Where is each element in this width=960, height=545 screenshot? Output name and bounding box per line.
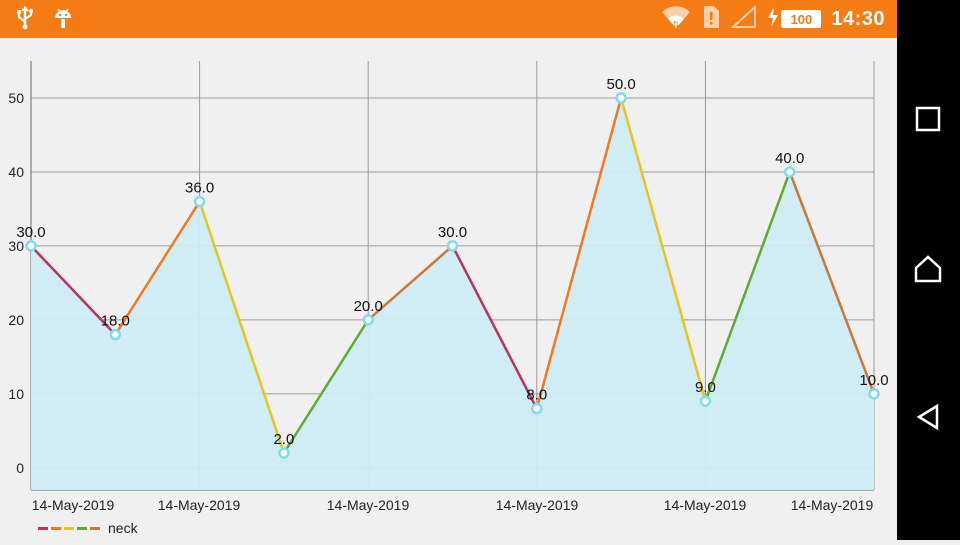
- data-label: 20.0: [354, 298, 383, 315]
- svg-text:⇅: ⇅: [673, 20, 680, 29]
- data-point: [193, 195, 206, 208]
- legend-swatch-segment: [51, 526, 61, 530]
- series-line-segment: [198, 201, 286, 454]
- battery-indicator: 100: [767, 6, 822, 32]
- data-label: 50.0: [606, 76, 635, 93]
- data-point: [109, 328, 122, 341]
- home-icon: [913, 254, 943, 289]
- x-tick-label: 14-May-2019: [158, 497, 241, 513]
- chart-svg: 0 10 20 30 40 50 14-May-2019 14-May-2019 14-May-…: [8, 61, 889, 513]
- legend-swatch-segment: [77, 526, 87, 530]
- legend-swatch: [38, 526, 100, 530]
- data-point: [783, 166, 796, 178]
- y-tick-label: 30: [8, 238, 24, 254]
- x-tick-label: 14-May-2019: [496, 497, 579, 513]
- data-point: [699, 395, 712, 407]
- clock: 14:30: [831, 7, 885, 30]
- series-line-segment: [704, 171, 791, 402]
- x-tick-label: 14-May-2019: [664, 497, 747, 513]
- back-button[interactable]: [911, 402, 945, 436]
- series-line-segment: [367, 244, 454, 321]
- back-icon: [915, 403, 941, 436]
- data-label: 30.0: [16, 224, 45, 241]
- data-point: [446, 240, 459, 252]
- series-line-segment: [619, 97, 707, 402]
- sim-alert-icon: [701, 4, 721, 35]
- home-button[interactable]: [911, 254, 945, 288]
- status-bar: ⇅ 100 14:30: [0, 0, 897, 38]
- data-label: 18.0: [101, 313, 130, 330]
- wifi-icon: ⇅: [661, 4, 691, 35]
- y-tick-label: 40: [8, 164, 24, 180]
- x-tick-label: 14-May-2019: [327, 497, 410, 513]
- recents-button[interactable]: [911, 104, 945, 138]
- data-point: [868, 388, 880, 400]
- legend-swatch-segment: [38, 526, 48, 530]
- legend-label: neck: [108, 520, 138, 536]
- charging-icon: [767, 6, 779, 32]
- x-tick-label: 14-May-2019: [32, 497, 115, 513]
- data-point: [615, 92, 627, 104]
- series-line-segment: [788, 171, 876, 395]
- chart-legend: neck: [38, 520, 138, 536]
- data-label: 2.0: [273, 431, 294, 448]
- data-label: 40.0: [775, 150, 804, 167]
- data-point: [531, 402, 543, 415]
- data-label: 10.0: [859, 372, 888, 389]
- line-chart[interactable]: 0 10 20 30 40 50 14-May-2019 14-May-2019 14-May-…: [0, 38, 897, 540]
- navigation-bar: [897, 0, 960, 540]
- data-point: [278, 447, 290, 459]
- data-point: [362, 314, 374, 326]
- data-point: [25, 240, 37, 252]
- y-tick-label: 0: [16, 460, 24, 476]
- y-tick-label: 50: [8, 90, 24, 106]
- series-line-segment: [451, 245, 538, 410]
- series-line-segment: [535, 97, 623, 409]
- data-label: 36.0: [185, 180, 214, 197]
- legend-swatch-segment: [90, 526, 100, 530]
- data-label: 30.0: [438, 224, 467, 241]
- area-fill: [31, 97, 874, 490]
- recents-icon: [915, 106, 941, 137]
- series-line-segment: [114, 200, 201, 336]
- y-tick-label: 10: [8, 386, 24, 402]
- legend-swatch-segment: [64, 526, 74, 530]
- x-tick-label: 14-May-2019: [791, 497, 874, 513]
- y-tick-label: 20: [8, 312, 24, 328]
- data-label: 8.0: [526, 387, 547, 404]
- series-line-segment: [282, 319, 370, 454]
- battery-level: 100: [781, 10, 822, 28]
- usb-icon: [14, 6, 36, 35]
- android-debug-icon: [52, 6, 74, 35]
- series-line-segment: [30, 245, 117, 336]
- data-label: 9.0: [695, 379, 716, 396]
- no-signal-icon: [730, 4, 757, 34]
